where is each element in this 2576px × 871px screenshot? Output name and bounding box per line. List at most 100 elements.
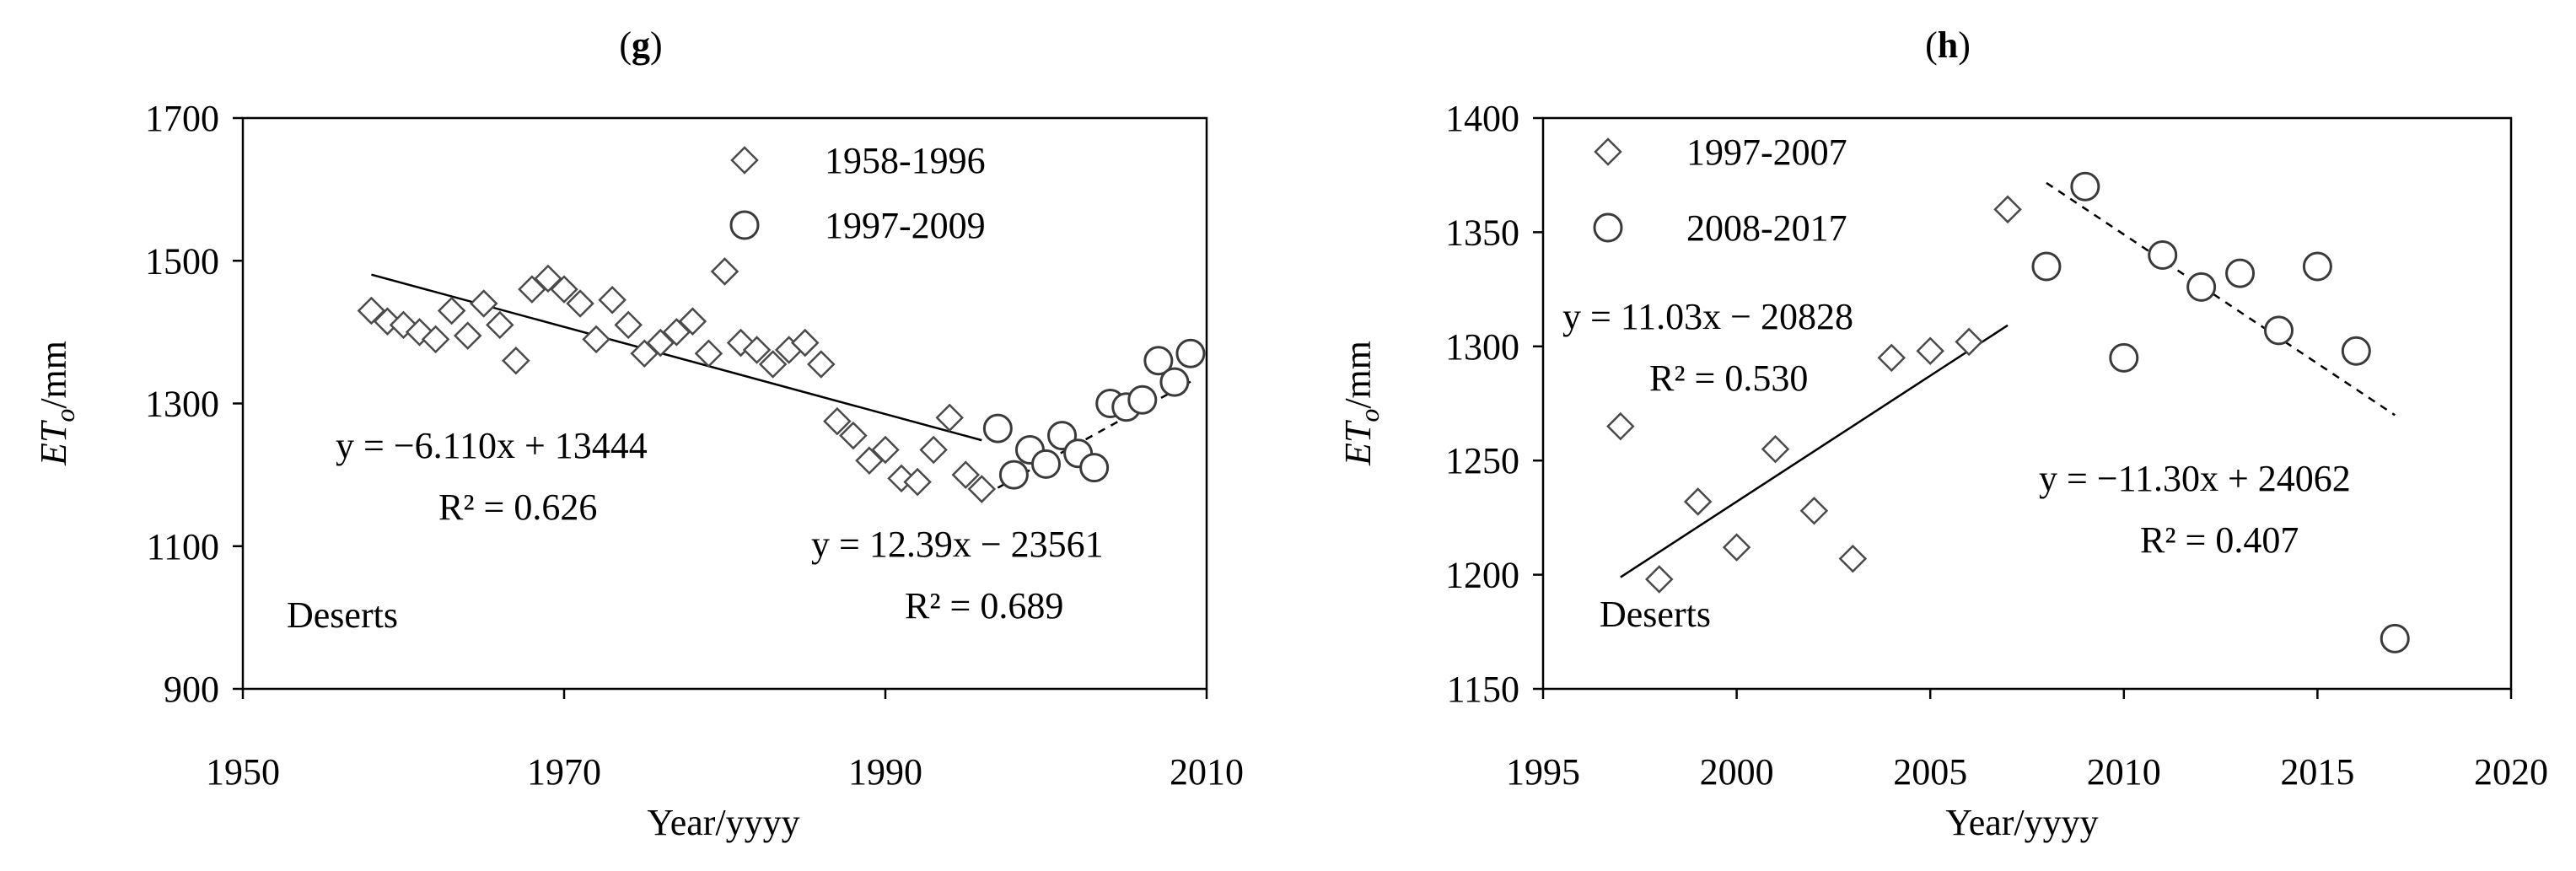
data-point-2008-2017 (2031, 251, 2062, 282)
y-tick-label: 1300 (1445, 326, 1519, 368)
x-tick-label: 1950 (206, 751, 280, 793)
legend-label: 2008-2017 (1686, 207, 1847, 249)
x-tick-label: 1995 (1506, 751, 1580, 793)
trend-r2: R² = 0.689 (905, 585, 1063, 626)
region-annotation: Deserts (1600, 594, 1711, 635)
data-point-1958-1996 (967, 475, 997, 503)
data-point-1958-1996 (871, 435, 900, 465)
data-point-1958-1996 (807, 350, 836, 379)
data-point-1958-1996 (694, 339, 723, 368)
legend-label: 1997-2009 (825, 205, 986, 246)
data-point-1997-2009 (1143, 346, 1174, 376)
data-point-1997-2009 (1175, 338, 1206, 368)
y-tick-label: 900 (164, 669, 219, 710)
trend-equation: y = −6.110x + 13444 (336, 425, 648, 466)
x-tick-label: 2010 (1170, 751, 1244, 793)
data-point-2008-2017 (2186, 272, 2217, 302)
data-point-1958-1996 (823, 406, 852, 436)
legend-marker-1997-2007 (1594, 137, 1622, 166)
data-point-2008-2017 (2302, 251, 2332, 282)
data-point-2008-2017 (2109, 342, 2139, 373)
data-point-1997-2009 (1159, 367, 1190, 397)
data-point-1958-1996 (951, 460, 981, 489)
data-point-2008-2017 (2263, 315, 2294, 346)
y-tick-label: 1300 (145, 384, 219, 425)
trend-line-1997-2007 (1620, 324, 2009, 578)
data-point-1958-1996 (710, 257, 739, 286)
data-point-1958-1996 (469, 289, 498, 318)
y-tick-label: 1350 (1445, 212, 1519, 253)
data-point-1958-1996 (758, 350, 788, 379)
trend-equation: y = 12.39x − 23561 (811, 524, 1104, 565)
trend-equation: y = −11.30x + 24062 (2039, 458, 2351, 499)
y-axis-label: ETo/mm (33, 341, 80, 466)
y-tick-label: 1400 (1445, 98, 1519, 139)
data-point-1958-1996 (598, 286, 627, 315)
x-tick-label: 2005 (1893, 751, 1967, 793)
data-point-1997-2007 (1722, 533, 1751, 562)
x-tick-label: 2000 (1700, 751, 1774, 793)
data-point-1958-1996 (678, 307, 707, 336)
panel-label: (g) (619, 24, 662, 66)
y-axis-label: ETo/mm (1337, 341, 1385, 466)
data-point-2008-2017 (2070, 171, 2100, 202)
y-tick-label: 1200 (1445, 555, 1519, 596)
data-point-1958-1996 (582, 325, 610, 354)
plot-frame (1541, 116, 2513, 691)
data-point-1958-1996 (839, 421, 868, 450)
trend-equation: y = 11.03x − 20828 (1562, 296, 1853, 337)
legend-marker-1997-2009 (729, 210, 760, 240)
data-point-1958-1996 (486, 310, 514, 340)
data-point-1997-2009 (998, 460, 1029, 490)
legend-marker-2008-2017 (1593, 212, 1623, 243)
data-point-1958-1996 (614, 310, 643, 340)
y-tick-label: 1100 (147, 526, 219, 567)
trend-r2: R² = 0.626 (438, 487, 597, 528)
data-point-1958-1996 (421, 325, 450, 354)
data-point-1997-2009 (1031, 449, 1061, 479)
data-point-1997-2009 (1079, 453, 1110, 483)
data-point-2008-2017 (2148, 239, 2178, 270)
data-point-1997-2009 (982, 413, 1013, 444)
legend-label: 1997-2007 (1686, 132, 1847, 173)
legend-label: 1958-1996 (825, 140, 986, 181)
trend-line-2008-2017 (2046, 181, 2396, 417)
data-point-1958-1996 (550, 275, 578, 304)
x-tick-label: 2010 (2087, 751, 2161, 793)
data-point-1997-2007 (1761, 434, 1790, 464)
panel-label: (h) (1925, 24, 1971, 66)
data-point-1997-2007 (1683, 487, 1713, 516)
x-axis-label: Year/yyyy (1945, 802, 2098, 843)
region-annotation: Deserts (287, 594, 398, 636)
data-point-1958-1996 (903, 467, 932, 497)
data-point-1997-2007 (1606, 411, 1635, 441)
trend-r2: R² = 0.407 (2140, 519, 2299, 561)
x-tick-label: 2020 (2474, 751, 2548, 793)
data-point-1958-1996 (437, 296, 466, 325)
data-point-1997-2007 (1838, 544, 1868, 573)
x-tick-label: 2015 (2280, 751, 2354, 793)
data-point-1997-2007 (1799, 497, 1829, 525)
x-tick-label: 1990 (848, 751, 922, 793)
data-point-1958-1996 (935, 403, 964, 433)
x-axis-label: Year/yyyy (647, 802, 799, 843)
data-point-2008-2017 (2380, 623, 2410, 653)
legend-marker-1958-1996 (730, 146, 759, 175)
trend-line-1958-1996 (371, 273, 982, 442)
data-point-1997-2007 (1644, 565, 1674, 594)
y-tick-label: 1500 (145, 240, 219, 282)
data-point-1997-2007 (1916, 336, 1944, 365)
y-tick-label: 1700 (145, 98, 219, 139)
x-tick-label: 1970 (527, 751, 601, 793)
data-point-1997-2007 (1993, 195, 2022, 224)
trend-r2: R² = 0.530 (1649, 358, 1808, 399)
data-point-1997-2007 (1955, 327, 1983, 357)
data-point-1958-1996 (453, 321, 482, 350)
data-point-1958-1996 (566, 289, 594, 318)
data-point-1997-2007 (1877, 343, 1906, 373)
data-point-2008-2017 (2341, 336, 2371, 366)
y-tick-label: 1250 (1445, 440, 1519, 481)
data-point-1997-2009 (1127, 384, 1158, 415)
data-point-1958-1996 (790, 328, 820, 358)
